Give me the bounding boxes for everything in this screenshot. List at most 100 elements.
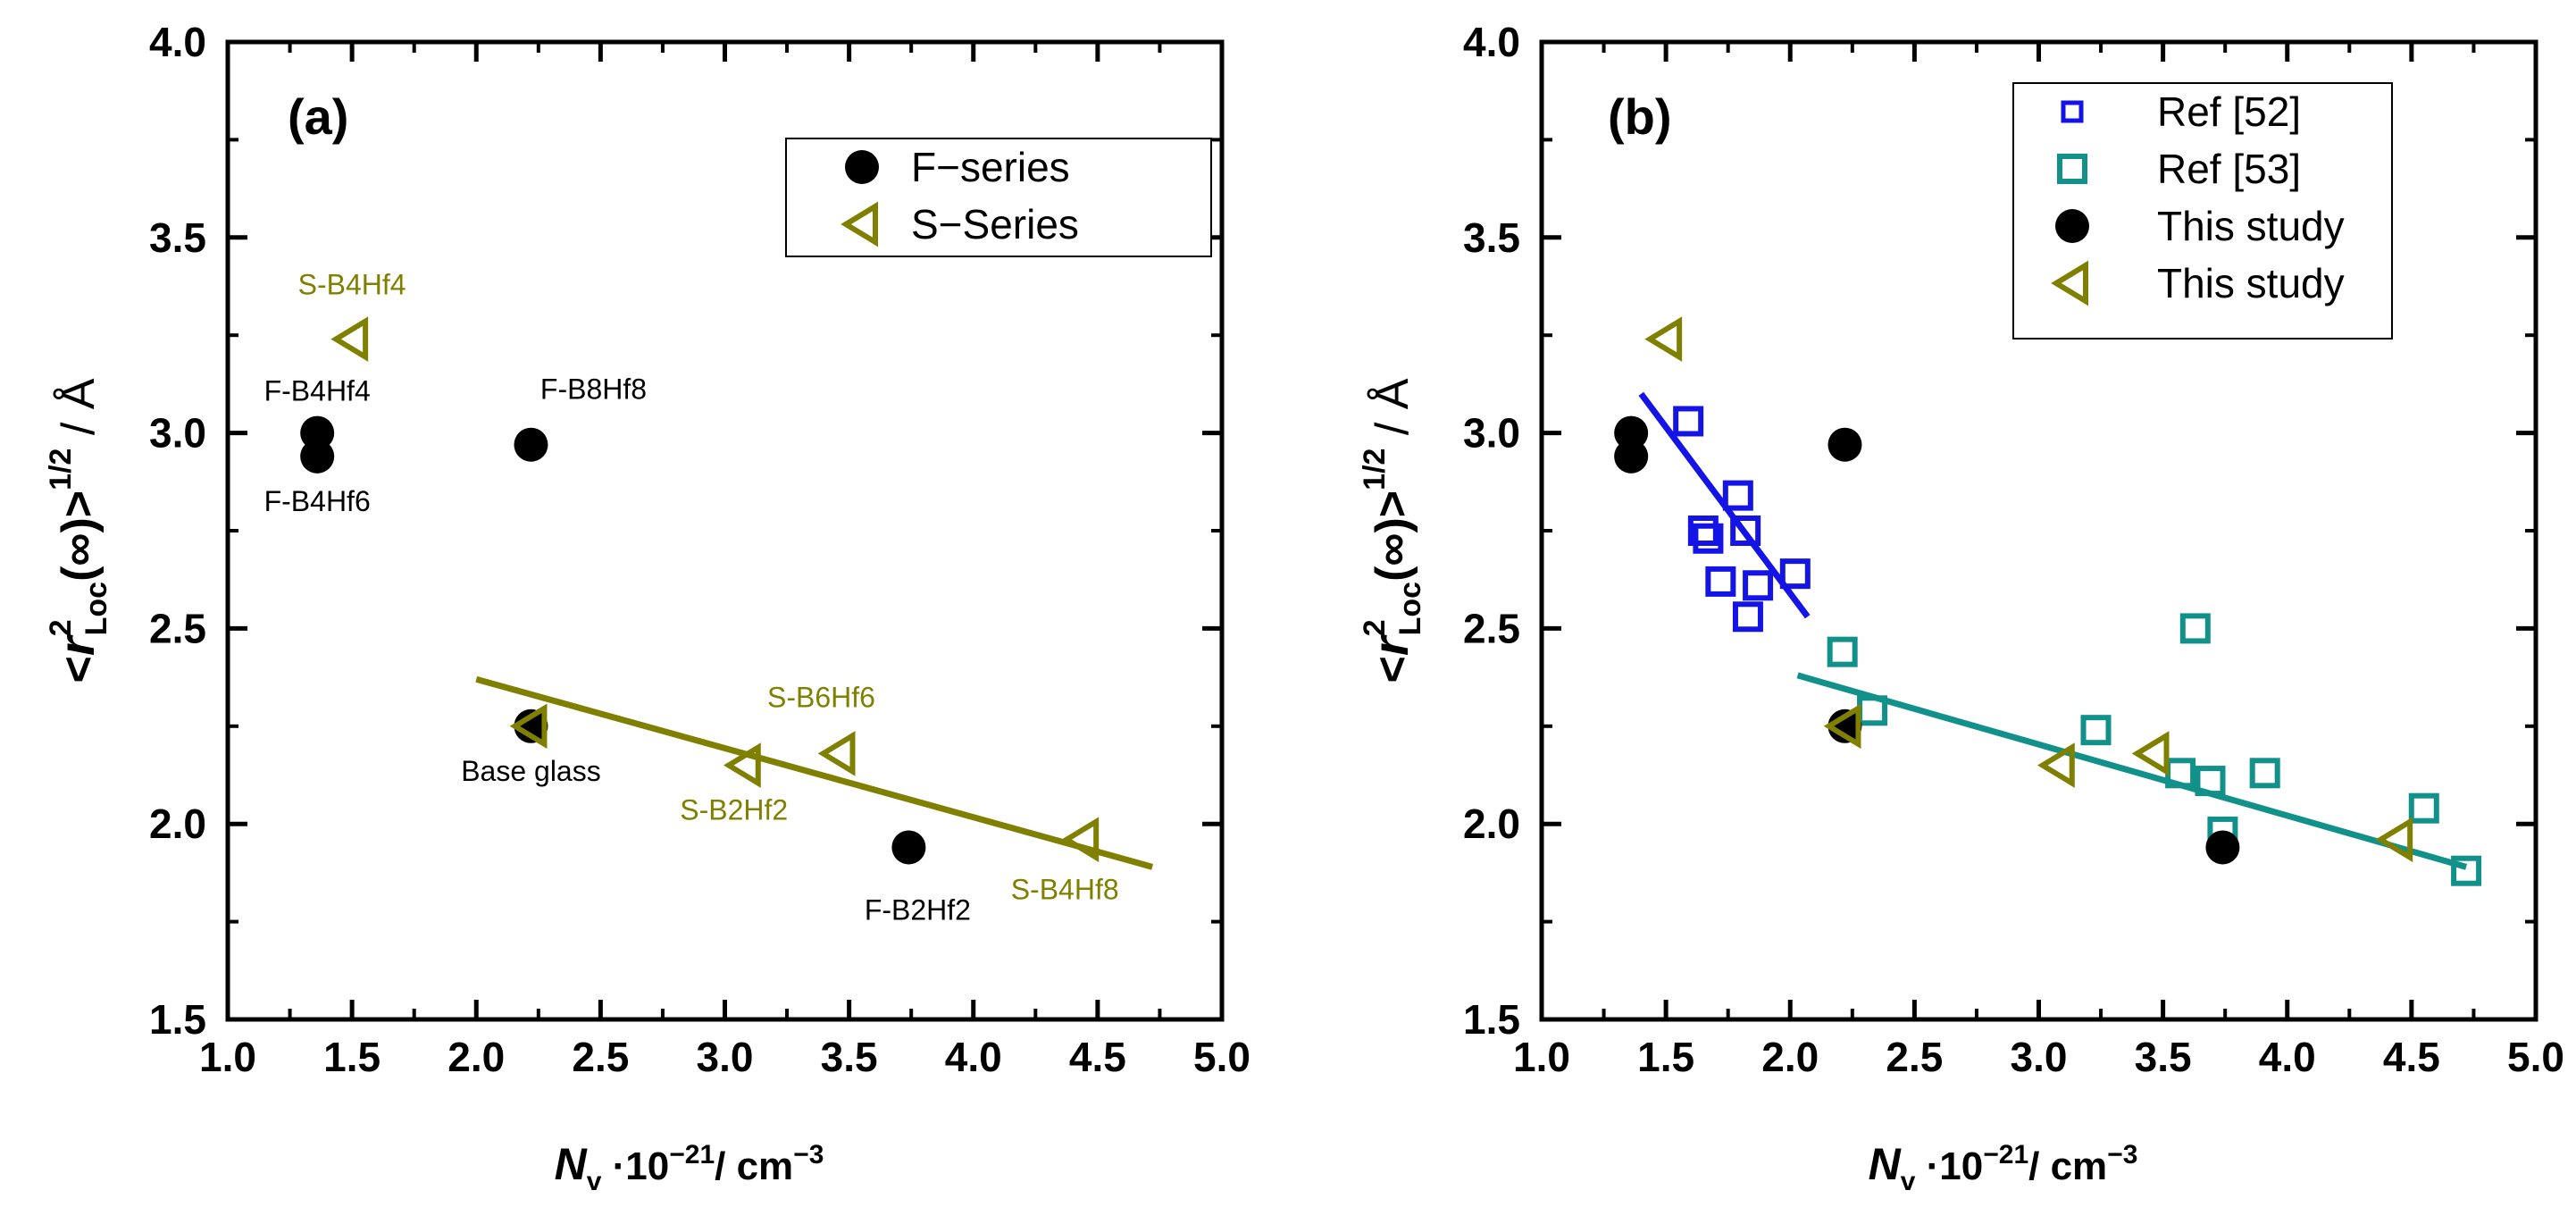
point-annotation: F-B4Hf6 — [264, 485, 371, 517]
data-point — [723, 742, 761, 788]
y-tick-label: 1.5 — [1463, 996, 1520, 1043]
legend-marker — [841, 201, 878, 247]
y-tick-label: 3.0 — [1463, 410, 1520, 457]
y-tick-label: 2.0 — [149, 801, 206, 847]
data-point — [1743, 570, 1774, 601]
data-point — [1730, 516, 1761, 546]
y-tick-label: 3.5 — [1463, 214, 1520, 261]
data-point — [2408, 792, 2439, 824]
y-tick-label: 3.0 — [149, 410, 206, 457]
x-tick-label: 5.0 — [2507, 1034, 2564, 1080]
point-annotation: Base glass — [461, 755, 601, 787]
data-point — [1687, 516, 1719, 546]
point-annotation: S-B4Hf4 — [298, 269, 406, 301]
data-point — [1644, 316, 1683, 362]
data-point — [1673, 406, 1704, 437]
legend-label: This study — [2157, 203, 2345, 249]
data-point — [1614, 415, 1649, 450]
y-tick-label: 2.5 — [149, 605, 206, 651]
data-point — [509, 703, 548, 750]
data-point — [817, 731, 856, 776]
x-tick-label: 2.0 — [1761, 1034, 1819, 1080]
data-point — [2375, 817, 2413, 863]
x-tick-label: 3.5 — [2135, 1034, 2192, 1080]
data-point — [2131, 731, 2170, 776]
data-point — [1722, 480, 1753, 511]
x-tick-label: 2.5 — [572, 1034, 629, 1080]
y-axis-title: <r2Loc(∞)>1/2 / Å — [44, 378, 113, 683]
y-tick-label: 2.5 — [1463, 605, 1520, 651]
data-point — [891, 830, 926, 865]
y-tick-label: 4.0 — [149, 19, 206, 65]
y-tick-label: 3.5 — [149, 214, 206, 261]
data-point — [1779, 558, 1811, 590]
plot-frame — [225, 39, 1225, 1022]
x-tick-label: 4.5 — [1069, 1034, 1126, 1080]
data-point — [1823, 703, 1861, 750]
legend-label: Ref [52] — [2157, 88, 2301, 135]
legend-label: F−series — [911, 144, 1070, 190]
data-point — [300, 415, 335, 450]
data-point — [514, 708, 548, 743]
x-tick-label: 3.0 — [2011, 1034, 2068, 1080]
data-point — [1061, 817, 1100, 863]
panel-b: 1.0 1.5 2.0 2.5 3.0 3.5 4.0 4.5 5.01.52.02.53.03… — [1358, 19, 2564, 1196]
x-tick-label: 3.0 — [697, 1034, 754, 1080]
data-point — [300, 439, 335, 474]
point-annotation: F-B8Hf8 — [540, 373, 647, 406]
legend-label: This study — [2157, 260, 2345, 306]
panel-a: 1.0 1.5 2.0 2.5 3.0 3.5 4.0 4.5 5.01.52.02.53.03… — [44, 19, 1250, 1196]
data-point — [2451, 855, 2482, 886]
y-axis-title: <r2Loc(∞)>1/2 / Å — [1358, 378, 1427, 683]
data-point — [2195, 766, 2226, 797]
legend-marker — [2061, 100, 2084, 123]
legend-marker — [845, 150, 879, 184]
data-point — [1614, 439, 1649, 474]
data-point — [1732, 601, 1763, 633]
data-point — [1827, 708, 1862, 743]
x-tick-label: 2.0 — [447, 1034, 505, 1080]
data-point — [1693, 523, 1724, 554]
panel-label: (a) — [288, 88, 348, 145]
y-tick-label: 1.5 — [149, 996, 206, 1043]
point-annotation: S-B4Hf8 — [1011, 874, 1119, 906]
x-tick-label: 1.0 — [1513, 1034, 1570, 1080]
panel-label: (b) — [1608, 88, 1672, 145]
x-tick-label: 2.5 — [1886, 1034, 1943, 1080]
x-tick-label: 1.0 — [199, 1034, 256, 1080]
legend-label: S−Series — [911, 201, 1079, 247]
x-tick-label: 4.0 — [945, 1034, 1002, 1080]
legend-label: Ref [53] — [2157, 146, 2301, 192]
data-point — [2037, 742, 2075, 788]
plot-frame — [1539, 39, 2538, 1022]
data-point — [2080, 715, 2112, 746]
point-annotation: S-B6Hf6 — [767, 681, 875, 713]
legend-marker — [2057, 154, 2087, 184]
x-tick-label: 1.5 — [323, 1034, 381, 1080]
x-tick-label: 3.5 — [821, 1034, 878, 1080]
legend-marker — [2055, 209, 2089, 243]
point-annotation: F-B2Hf2 — [865, 893, 971, 926]
data-point — [514, 427, 548, 462]
legend-marker — [2051, 260, 2088, 306]
x-tick-label: 4.0 — [2259, 1034, 2316, 1080]
x-tick-label: 5.0 — [1193, 1034, 1250, 1080]
y-tick-label: 4.0 — [1463, 19, 1520, 65]
fit-line — [475, 675, 1154, 870]
data-point — [1705, 566, 1736, 597]
data-point — [330, 316, 369, 362]
x-tick-label: 1.5 — [1637, 1034, 1694, 1080]
data-point — [2179, 613, 2211, 644]
data-point — [2249, 758, 2280, 789]
point-annotation: S-B2Hf2 — [680, 794, 788, 826]
x-axis-title: Nv ·10−21/ cm−3 — [1869, 1139, 2138, 1196]
fit-line — [1796, 672, 2468, 870]
data-point — [1827, 427, 1862, 462]
data-point — [2205, 830, 2240, 865]
y-tick-label: 2.0 — [1463, 801, 1520, 847]
x-axis-title: Nv ·10−21/ cm−3 — [555, 1139, 824, 1196]
x-tick-label: 4.5 — [2383, 1034, 2440, 1080]
data-point — [1827, 636, 1858, 667]
point-annotation: F-B4Hf4 — [264, 375, 371, 407]
